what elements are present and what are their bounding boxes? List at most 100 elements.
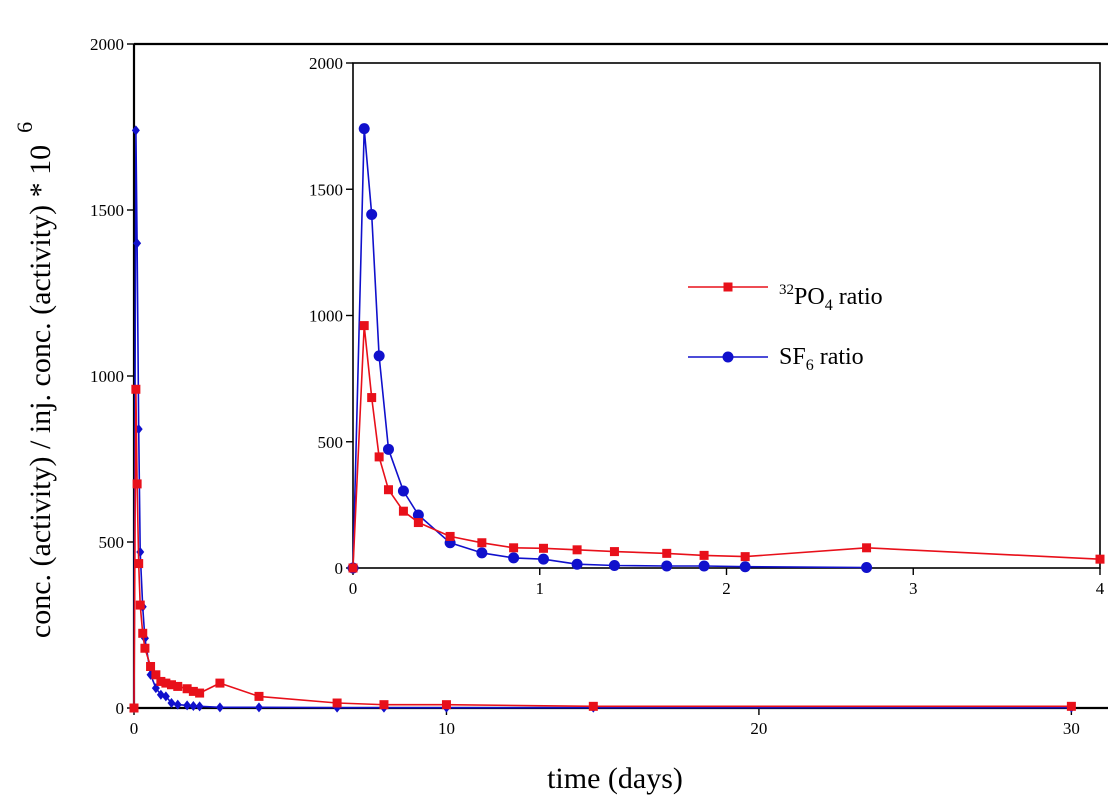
inset-po4-line — [352, 324, 1101, 569]
main-sf6-point — [254, 702, 263, 713]
inset-po4-point — [445, 531, 455, 541]
inset-po4-point — [383, 485, 393, 495]
main-sf6-point — [173, 699, 182, 710]
main-sf6-point — [195, 701, 204, 712]
main-y-tick-label: 500 — [99, 533, 125, 552]
inset-sf6-point — [366, 209, 378, 220]
main-po4-point — [129, 703, 139, 713]
legend-po4-sub: 4 — [825, 297, 833, 314]
inset-po4-point — [699, 550, 709, 560]
legend-sf6-main: SF — [779, 344, 806, 370]
inset-sf6-point — [537, 553, 549, 565]
inset-y-tick-label: 2000 — [309, 54, 343, 73]
inset-chart: 0 500 1000 1500 2000 0 1 2 3 4 — [309, 54, 1105, 598]
main-po4-point — [588, 701, 598, 711]
main-po4-point — [441, 700, 451, 710]
main-sf6-point — [136, 546, 145, 557]
main-po4-point — [195, 688, 205, 698]
main-y-tick-label: 1000 — [90, 367, 124, 386]
inset-po4-point — [1095, 554, 1105, 564]
y-axis-label: conc. (activity) / inj. conc. (activity)… — [12, 122, 57, 638]
legend-sf6-sub: 6 — [806, 357, 814, 374]
inset-sf6-point — [397, 485, 409, 497]
main-po4-point — [173, 681, 183, 691]
inset-po4-point — [374, 452, 384, 462]
main-po4-point — [134, 559, 144, 569]
inset-sf6-point — [608, 559, 620, 571]
inset-y-tick-label: 0 — [335, 559, 344, 578]
inset-sf6-point — [412, 509, 424, 521]
main-sf6-point — [189, 701, 198, 712]
inset-sf6-point — [476, 547, 488, 559]
y-axis-label-main: conc. (activity) / inj. conc. (activity)… — [24, 145, 57, 638]
main-po4-point — [215, 678, 225, 688]
main-po4-point — [166, 680, 176, 690]
main-po4-point — [379, 700, 389, 710]
inset-frame — [352, 62, 1101, 569]
inset-po4-point — [477, 538, 487, 548]
inset-x-tick-label: 3 — [909, 579, 918, 598]
main-po4-point — [332, 698, 342, 708]
inset-po4-point — [740, 552, 750, 562]
main-sf6-point — [183, 700, 192, 711]
main-po4-point — [156, 676, 166, 686]
inset-sf6-point — [373, 350, 385, 362]
inset-sf6-point — [358, 123, 370, 135]
main-po4-point — [188, 686, 198, 696]
main-x-tick-label: 30 — [1063, 719, 1080, 738]
inset-po4-point — [359, 321, 369, 331]
inset-y-tick-label: 1500 — [309, 180, 343, 199]
inset-sf6-point — [739, 561, 751, 573]
inset-sf6-point — [382, 443, 394, 455]
main-y-tick-label: 0 — [116, 699, 125, 718]
inset-x-tick-label: 4 — [1096, 579, 1105, 598]
inset-y-tick-label: 1000 — [309, 307, 343, 326]
legend-po4-label: 32PO4 ratio — [779, 282, 883, 314]
inset-x-tick-label: 0 — [349, 579, 358, 598]
main-po4-point — [146, 662, 156, 671]
inset-po4-point — [398, 506, 408, 516]
legend-po4-main: PO — [794, 284, 825, 310]
main-po4-point — [151, 670, 161, 680]
main-po4-point — [161, 678, 171, 688]
main-y-tick-label: 2000 — [90, 35, 124, 54]
main-sf6-point — [131, 125, 140, 136]
inset-po4-point — [662, 548, 672, 558]
main-sf6-point — [167, 698, 176, 709]
inset-po4-point — [367, 393, 377, 403]
inset-sf6-point — [508, 552, 520, 564]
inset-x-tick-label: 2 — [722, 579, 731, 598]
inset-x-tick-label: 1 — [536, 579, 545, 598]
main-sf6-point — [161, 691, 170, 702]
y-axis-label-exponent: 6 — [12, 122, 37, 133]
main-sf6-point — [133, 238, 142, 249]
inset-y-tick-label: 500 — [318, 433, 344, 452]
inset-po4-point — [862, 543, 872, 553]
legend-sf6-label: SF6 ratio — [779, 344, 864, 374]
inset-po4-point — [572, 545, 582, 555]
main-po4-point — [135, 600, 145, 610]
inset-po4-point — [609, 547, 619, 557]
inset-po4-point — [413, 518, 423, 528]
inset-sf6-point — [698, 560, 710, 572]
legend-item-po4: 32PO4 ratio — [688, 282, 883, 314]
x-axis-label: time (days) — [547, 762, 683, 795]
legend-item-sf6: SF6 ratio — [688, 344, 864, 374]
main-po4-point — [138, 628, 148, 638]
main-po4-point — [140, 643, 150, 653]
legend-po4-sup: 32 — [779, 282, 794, 298]
main-x-tick-label: 10 — [438, 719, 455, 738]
inset-sf6-point — [861, 561, 873, 573]
main-y-tick-label: 1500 — [90, 201, 124, 220]
inset-po4-point — [509, 543, 519, 553]
inset-sf6-point — [571, 558, 583, 570]
main-po4-point — [131, 384, 141, 394]
legend-po4-marker — [723, 282, 733, 292]
legend-sf6-tail: ratio — [814, 344, 864, 370]
legend-po4-tail: ratio — [833, 284, 883, 310]
main-po4-point — [254, 691, 264, 701]
inset-po4-point — [538, 543, 548, 553]
main-po4-point — [182, 684, 192, 694]
legend: 32PO4 ratio SF6 ratio — [688, 282, 883, 374]
